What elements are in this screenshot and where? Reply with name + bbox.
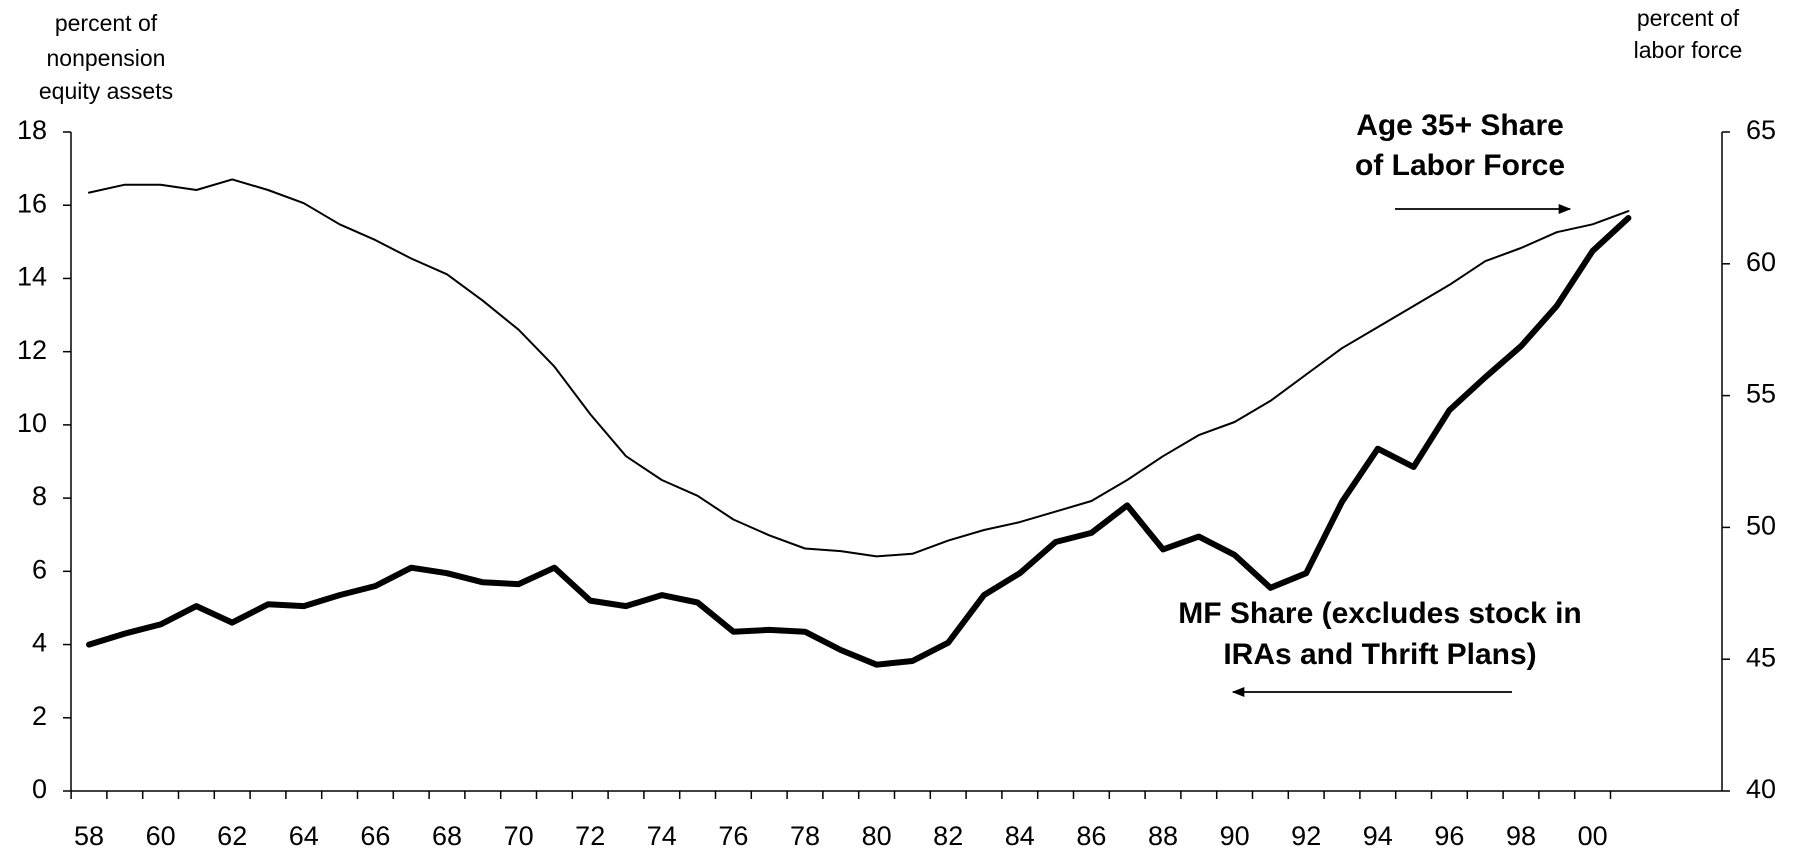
x-tick-label: 70 bbox=[504, 821, 534, 851]
x-tick-label: 72 bbox=[575, 821, 605, 851]
y2-axis-label: labor force bbox=[1634, 37, 1743, 63]
y2-tick-label: 60 bbox=[1746, 247, 1776, 277]
x-tick-label: 60 bbox=[146, 821, 176, 851]
x-tick-label: 94 bbox=[1363, 821, 1393, 851]
y-tick-label: 2 bbox=[32, 701, 47, 731]
x-tick-label: 82 bbox=[933, 821, 963, 851]
y-axis-label: nonpension bbox=[47, 45, 166, 71]
y-tick-label: 14 bbox=[17, 262, 47, 292]
x-tick-label: 68 bbox=[432, 821, 462, 851]
y2-tick-label: 45 bbox=[1746, 642, 1776, 672]
x-tick-label: 00 bbox=[1578, 821, 1608, 851]
y-axis-label: equity assets bbox=[39, 78, 173, 104]
x-tick-label: 84 bbox=[1005, 821, 1035, 851]
y-tick-label: 4 bbox=[32, 628, 47, 658]
y-tick-label: 8 bbox=[32, 481, 47, 511]
y2-tick-label: 65 bbox=[1746, 115, 1776, 145]
x-tick-label: 74 bbox=[647, 821, 677, 851]
annotation: Age 35+ Share bbox=[1356, 109, 1564, 142]
annotation: IRAs and Thrift Plans) bbox=[1223, 638, 1536, 671]
y-axis-label: percent of bbox=[55, 10, 158, 36]
x-tick-label: 88 bbox=[1148, 821, 1178, 851]
y-tick-label: 12 bbox=[17, 335, 47, 365]
y2-tick-label: 55 bbox=[1746, 379, 1776, 409]
y-tick-label: 16 bbox=[17, 188, 47, 218]
series-line bbox=[86, 215, 1632, 668]
x-tick-label: 98 bbox=[1506, 821, 1536, 851]
series-line bbox=[88, 178, 1630, 558]
x-tick-label: 62 bbox=[217, 821, 247, 851]
annotation: of Labor Force bbox=[1355, 149, 1565, 182]
x-tick-label: 86 bbox=[1076, 821, 1106, 851]
y-tick-label: 18 bbox=[17, 115, 47, 145]
y2-tick-label: 50 bbox=[1746, 511, 1776, 541]
x-tick-label: 58 bbox=[74, 821, 104, 851]
x-tick-label: 96 bbox=[1434, 821, 1464, 851]
x-tick-label: 64 bbox=[289, 821, 319, 851]
y-tick-label: 10 bbox=[17, 408, 47, 438]
y-tick-label: 0 bbox=[32, 774, 47, 804]
x-tick-label: 92 bbox=[1291, 821, 1321, 851]
annotation: MF Share (excludes stock in bbox=[1178, 597, 1581, 630]
x-tick-label: 76 bbox=[718, 821, 748, 851]
x-tick-label: 90 bbox=[1220, 821, 1250, 851]
x-tick-label: 80 bbox=[862, 821, 892, 851]
x-tick-label: 78 bbox=[790, 821, 820, 851]
y-tick-label: 6 bbox=[32, 554, 47, 584]
x-tick-label: 66 bbox=[360, 821, 390, 851]
y2-tick-label: 40 bbox=[1746, 774, 1776, 804]
y2-axis-label: percent of bbox=[1637, 5, 1740, 31]
